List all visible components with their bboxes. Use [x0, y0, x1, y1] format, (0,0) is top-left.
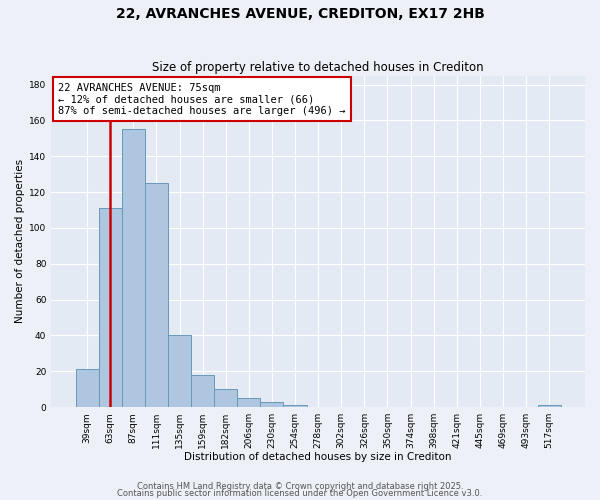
Bar — [76, 370, 98, 407]
Bar — [283, 406, 307, 407]
Bar — [260, 402, 283, 407]
Bar — [98, 208, 122, 407]
Bar — [191, 375, 214, 407]
Text: 22 AVRANCHES AVENUE: 75sqm
← 12% of detached houses are smaller (66)
87% of semi: 22 AVRANCHES AVENUE: 75sqm ← 12% of deta… — [58, 82, 346, 116]
X-axis label: Distribution of detached houses by size in Crediton: Distribution of detached houses by size … — [184, 452, 452, 462]
Bar — [237, 398, 260, 407]
Text: 22, AVRANCHES AVENUE, CREDITON, EX17 2HB: 22, AVRANCHES AVENUE, CREDITON, EX17 2HB — [116, 8, 484, 22]
Text: Contains HM Land Registry data © Crown copyright and database right 2025.: Contains HM Land Registry data © Crown c… — [137, 482, 463, 491]
Text: Contains public sector information licensed under the Open Government Licence v3: Contains public sector information licen… — [118, 489, 482, 498]
Y-axis label: Number of detached properties: Number of detached properties — [15, 160, 25, 324]
Bar — [168, 336, 191, 407]
Bar — [122, 130, 145, 407]
Bar — [214, 389, 237, 407]
Title: Size of property relative to detached houses in Crediton: Size of property relative to detached ho… — [152, 62, 484, 74]
Bar — [538, 406, 561, 407]
Bar — [145, 183, 168, 407]
